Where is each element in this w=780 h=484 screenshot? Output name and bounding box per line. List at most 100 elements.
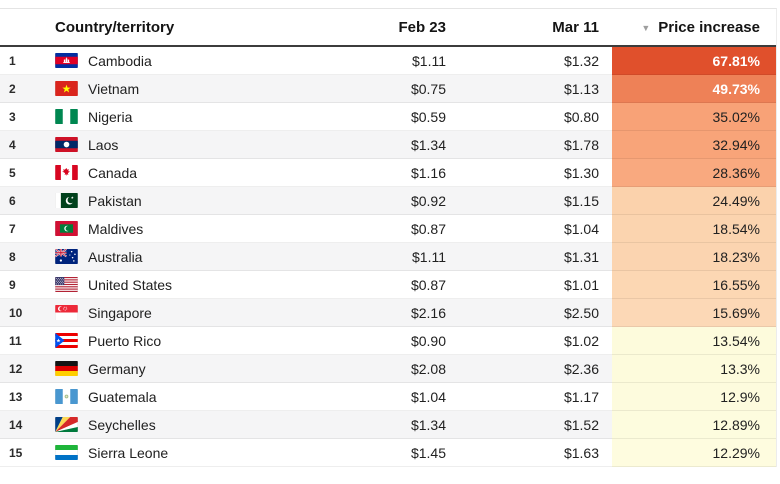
rank-cell: 13	[0, 383, 48, 411]
country-name: Sierra Leone	[88, 444, 169, 461]
mar-11-price-cell: $1.17	[446, 383, 612, 411]
table-row: 9 United States $0.87 $1.01 16.55%	[0, 271, 776, 299]
feb-23-price-cell: $1.16	[326, 159, 446, 187]
country-name: Cambodia	[88, 52, 152, 69]
feb-23-price-cell: $1.45	[326, 439, 446, 467]
country-name: Vietnam	[88, 80, 140, 97]
rank-cell: 8	[0, 243, 48, 271]
table-row: 14 Seychelles $1.34 $1.52 12.89%	[0, 411, 776, 439]
price-increase-cell: 12.9%	[612, 383, 776, 411]
country-cell: Seychelles	[48, 411, 326, 439]
nigeria-flag-icon	[55, 109, 78, 124]
price-increase-table: Country/territory Feb 23 Mar 11 ▼ Price …	[0, 8, 777, 467]
cambodia-flag-icon	[55, 53, 78, 68]
country-name: Germany	[88, 360, 146, 377]
price-increase-cell: 24.49%	[612, 187, 776, 215]
price-increase-cell: 32.94%	[612, 131, 776, 159]
country-cell: Nigeria	[48, 103, 326, 131]
price-increase-cell: 12.89%	[612, 411, 776, 439]
puerto-rico-flag-icon	[55, 333, 78, 348]
table-row: 15 Sierra Leone $1.45 $1.63 12.29%	[0, 439, 776, 467]
mar-11-price-cell: $1.02	[446, 327, 612, 355]
mar-11-price-cell: $2.36	[446, 355, 612, 383]
table-row: 3 Nigeria $0.59 $0.80 35.02%	[0, 103, 776, 131]
rank-cell: 10	[0, 299, 48, 327]
header-rank	[0, 9, 48, 45]
table-body: 1 Cambodia $1.11 $1.32 67.81% 2 Vietnam …	[0, 47, 776, 467]
price-increase-cell: 18.54%	[612, 215, 776, 243]
feb-23-price-cell: $1.34	[326, 131, 446, 159]
table-row: 10 Singapore $2.16 $2.50 15.69%	[0, 299, 776, 327]
price-increase-cell: 49.73%	[612, 75, 776, 103]
rank-cell: 11	[0, 327, 48, 355]
table-row: 7 Maldives $0.87 $1.04 18.54%	[0, 215, 776, 243]
maldives-flag-icon	[55, 221, 78, 236]
united-states-flag-icon	[55, 277, 78, 292]
table-row: 13 Guatemala $1.04 $1.17 12.9%	[0, 383, 776, 411]
header-price-increase-label: Price increase	[658, 18, 760, 36]
country-name: Laos	[88, 136, 119, 153]
price-increase-cell: 15.69%	[612, 299, 776, 327]
mar-11-price-cell: $1.04	[446, 215, 612, 243]
price-increase-cell: 13.54%	[612, 327, 776, 355]
price-increase-cell: 13.3%	[612, 355, 776, 383]
country-name: Pakistan	[88, 192, 142, 209]
feb-23-price-cell: $0.75	[326, 75, 446, 103]
mar-11-price-cell: $1.78	[446, 131, 612, 159]
country-name: Guatemala	[88, 388, 157, 405]
header-country-territory[interactable]: Country/territory	[48, 9, 326, 45]
price-increase-cell: 18.23%	[612, 243, 776, 271]
rank-cell: 5	[0, 159, 48, 187]
mar-11-price-cell: $1.01	[446, 271, 612, 299]
table-row: 6 Pakistan $0.92 $1.15 24.49%	[0, 187, 776, 215]
country-name: Canada	[88, 164, 138, 181]
table-row: 12 Germany $2.08 $2.36 13.3%	[0, 355, 776, 383]
country-cell: Sierra Leone	[48, 439, 326, 467]
rank-cell: 14	[0, 411, 48, 439]
price-increase-cell: 16.55%	[612, 271, 776, 299]
rank-cell: 7	[0, 215, 48, 243]
rank-cell: 6	[0, 187, 48, 215]
feb-23-price-cell: $1.11	[326, 243, 446, 271]
feb-23-price-cell: $1.34	[326, 411, 446, 439]
feb-23-price-cell: $0.90	[326, 327, 446, 355]
mar-11-price-cell: $0.80	[446, 103, 612, 131]
country-cell: Maldives	[48, 215, 326, 243]
pakistan-flag-icon	[55, 193, 78, 208]
country-cell: Guatemala	[48, 383, 326, 411]
price-increase-cell: 28.36%	[612, 159, 776, 187]
country-cell: Vietnam	[48, 75, 326, 103]
country-name: Nigeria	[88, 108, 133, 125]
rank-cell: 15	[0, 439, 48, 467]
feb-23-price-cell: $2.16	[326, 299, 446, 327]
sort-descending-icon[interactable]: ▼	[641, 22, 651, 33]
country-cell: Australia	[48, 243, 326, 271]
country-name: Maldives	[88, 220, 144, 237]
rank-cell: 3	[0, 103, 48, 131]
country-cell: Canada	[48, 159, 326, 187]
header-price-increase[interactable]: ▼ Price increase	[612, 9, 776, 45]
mar-11-price-cell: $1.52	[446, 411, 612, 439]
mar-11-price-cell: $2.50	[446, 299, 612, 327]
country-cell: Singapore	[48, 299, 326, 327]
country-cell: Pakistan	[48, 187, 326, 215]
vietnam-flag-icon	[55, 81, 78, 96]
country-cell: Laos	[48, 131, 326, 159]
table-row: 8 Australia $1.11 $1.31 18.23%	[0, 243, 776, 271]
country-cell: Puerto Rico	[48, 327, 326, 355]
mar-11-price-cell: $1.32	[446, 47, 612, 75]
rank-cell: 2	[0, 75, 48, 103]
mar-11-price-cell: $1.13	[446, 75, 612, 103]
country-cell: Germany	[48, 355, 326, 383]
table-row: 2 Vietnam $0.75 $1.13 49.73%	[0, 75, 776, 103]
canada-flag-icon	[55, 165, 78, 180]
table-row: 4 Laos $1.34 $1.78 32.94%	[0, 131, 776, 159]
feb-23-price-cell: $0.87	[326, 215, 446, 243]
germany-flag-icon	[55, 361, 78, 376]
header-feb-23[interactable]: Feb 23	[326, 9, 446, 45]
table-row: 5 Canada $1.16 $1.30 28.36%	[0, 159, 776, 187]
table-row: 1 Cambodia $1.11 $1.32 67.81%	[0, 47, 776, 75]
country-name: Puerto Rico	[88, 332, 162, 349]
feb-23-price-cell: $0.59	[326, 103, 446, 131]
header-mar-11[interactable]: Mar 11	[446, 9, 612, 45]
